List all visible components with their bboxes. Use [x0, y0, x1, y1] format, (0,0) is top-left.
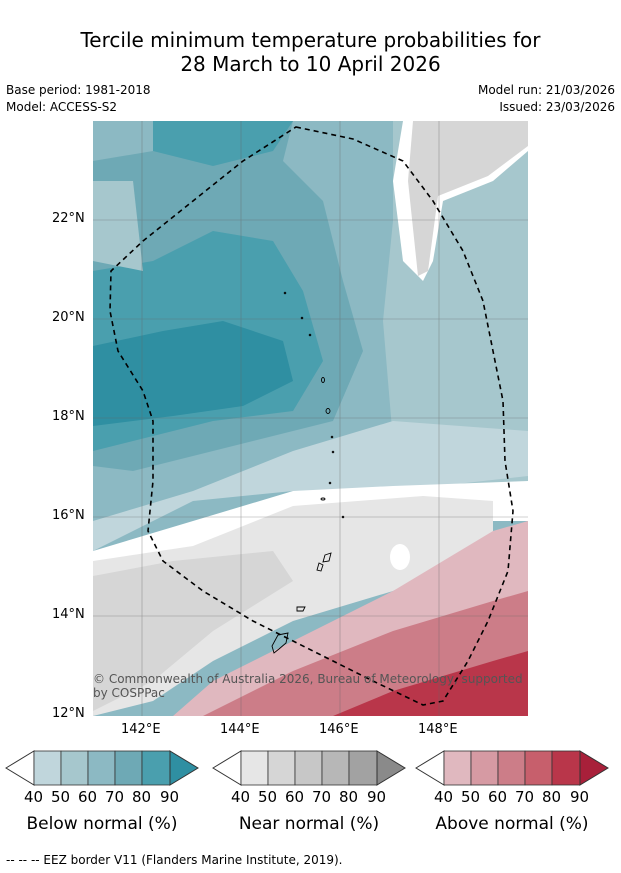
- eez-footnote: -- -- -- EEZ border V11 (Flanders Marine…: [6, 853, 343, 867]
- cb2-label: Near normal (%): [238, 814, 380, 834]
- cb3-tick-40: 40: [434, 788, 454, 806]
- issued-date: Issued: 23/03/2026: [499, 100, 615, 114]
- probability-map: [93, 121, 528, 716]
- cb3-tick-80: 80: [542, 788, 562, 806]
- colorbar-above-normal: [415, 750, 609, 786]
- cb3-tick-70: 70: [515, 788, 535, 806]
- lat-tick-16: 16°N: [52, 508, 85, 523]
- cb2-tick-50: 50: [258, 788, 278, 806]
- model-name: Model: ACCESS-S2: [6, 100, 118, 114]
- colorbar-below-normal: [5, 750, 199, 786]
- cb2-tick-70: 70: [312, 788, 332, 806]
- above-normal-80-region: [333, 651, 528, 716]
- lon-tick-146: 146°E: [319, 722, 359, 737]
- cb3-tick-50: 50: [461, 788, 481, 806]
- cb1-tick-70: 70: [105, 788, 125, 806]
- copyright-text: © Commonwealth of Australia 2026, Bureau…: [93, 672, 523, 700]
- cb3-tick-90: 90: [570, 788, 590, 806]
- lat-tick-18: 18°N: [52, 409, 85, 424]
- cb2-tick-60: 60: [285, 788, 305, 806]
- lon-tick-144: 144°E: [220, 722, 260, 737]
- below-normal-north-region: [153, 121, 293, 166]
- lon-tick-142: 142°E: [121, 722, 161, 737]
- transition-gap-patch: [390, 544, 410, 570]
- cb2-tick-80: 80: [339, 788, 359, 806]
- cb2-tick-40: 40: [231, 788, 251, 806]
- title-line-2: 28 March to 10 April 2026: [180, 52, 441, 76]
- lon-tick-148: 148°E: [418, 722, 458, 737]
- cb1-tick-50: 50: [51, 788, 71, 806]
- base-period: Base period: 1981-2018: [6, 83, 151, 97]
- title-line-1: Tercile minimum temperature probabilitie…: [80, 28, 541, 52]
- below-normal-40-region: [93, 421, 528, 551]
- islands: [271, 291, 345, 654]
- lat-tick-22: 22°N: [52, 211, 85, 226]
- map-gridlines: [93, 121, 528, 716]
- cb1-tick-40: 40: [24, 788, 44, 806]
- near-normal-northeast: [408, 121, 528, 276]
- lat-tick-12: 12°N: [52, 706, 85, 721]
- near-normal-50-region: [93, 551, 293, 711]
- cb2-tick-90: 90: [367, 788, 387, 806]
- cb1-tick-90: 90: [160, 788, 180, 806]
- cb1-tick-60: 60: [78, 788, 98, 806]
- cb3-label: Above normal (%): [435, 814, 589, 834]
- cb1-tick-80: 80: [132, 788, 152, 806]
- below-normal-90-region: [93, 321, 293, 426]
- colorbar-near-normal: [212, 750, 406, 786]
- lat-tick-20: 20°N: [52, 310, 85, 325]
- cb3-tick-60: 60: [488, 788, 508, 806]
- lat-tick-14: 14°N: [52, 607, 85, 622]
- below-normal-west-region: [93, 181, 143, 271]
- eez-border: [109, 126, 514, 706]
- cb1-label: Below normal (%): [26, 814, 178, 834]
- model-run: Model run: 21/03/2026: [477, 83, 615, 97]
